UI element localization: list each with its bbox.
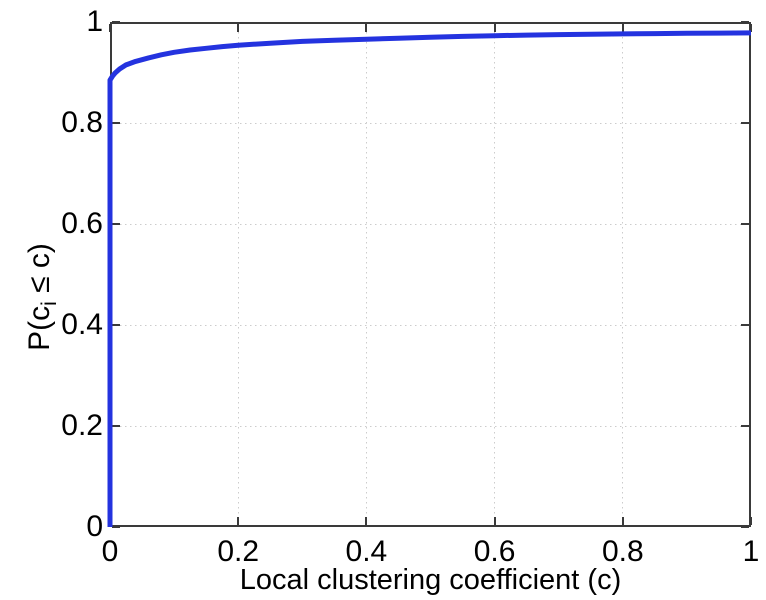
y-tick-label: 0.8 [61, 106, 103, 139]
y-axis-label-text: ≤ c) [23, 243, 56, 302]
y-tick-label: 0.6 [61, 207, 103, 240]
x-tick-label: 0.8 [601, 535, 644, 568]
x-tick-label: 1 [742, 535, 760, 568]
y-tick-mark-right [741, 425, 749, 427]
cdf-curve-svg [107, 30, 752, 527]
y-tick-mark-left [112, 425, 120, 427]
x-tick-label: 0.2 [217, 535, 260, 568]
x-tick-label: 0.6 [473, 535, 516, 568]
y-tick-mark-left [112, 223, 120, 225]
y-tick-label: 0.2 [61, 409, 103, 442]
gridline-horizontal [110, 425, 751, 427]
y-axis-label-subscript: i [38, 301, 61, 306]
gridline-vertical [622, 22, 624, 527]
y-tick-label: 1 [86, 5, 103, 38]
x-tick-mark-top [109, 24, 111, 32]
y-tick-mark-right [741, 21, 749, 23]
gridline-horizontal [110, 122, 751, 124]
y-tick-mark-left [112, 21, 120, 23]
x-tick-mark-top [237, 24, 240, 32]
y-tick-mark-left [112, 122, 120, 124]
x-tick-mark-top [365, 24, 368, 32]
gridline-vertical [237, 22, 239, 527]
x-axis-label: Local clustering coefficient (c) [239, 564, 622, 596]
gridline-vertical [365, 22, 367, 527]
x-tick-mark-top [621, 24, 624, 32]
y-tick-mark-right [741, 324, 749, 326]
gridline-horizontal [110, 223, 751, 225]
x-tick-mark-bottom [237, 517, 240, 525]
y-tick-mark-left [112, 526, 120, 528]
y-tick-mark-right [741, 223, 749, 225]
x-tick-mark-bottom [621, 517, 624, 525]
y-tick-label: 0.4 [61, 308, 103, 341]
x-tick-mark-top [493, 24, 496, 32]
gridline-horizontal [110, 324, 751, 326]
y-tick-mark-right [741, 526, 749, 528]
gridline-vertical [494, 22, 496, 527]
x-tick-mark-top [750, 24, 752, 32]
x-tick-mark-bottom [750, 517, 752, 525]
plot-area [107, 21, 752, 528]
x-tick-label: 0.4 [345, 535, 388, 568]
y-tick-label: 0 [86, 510, 103, 543]
cdf-curve [107, 30, 752, 527]
y-tick-mark-right [741, 122, 749, 124]
x-tick-mark-bottom [365, 517, 368, 525]
y-tick-mark-left [112, 324, 120, 326]
x-tick-label: 0 [101, 535, 119, 568]
x-tick-mark-bottom [493, 517, 496, 525]
